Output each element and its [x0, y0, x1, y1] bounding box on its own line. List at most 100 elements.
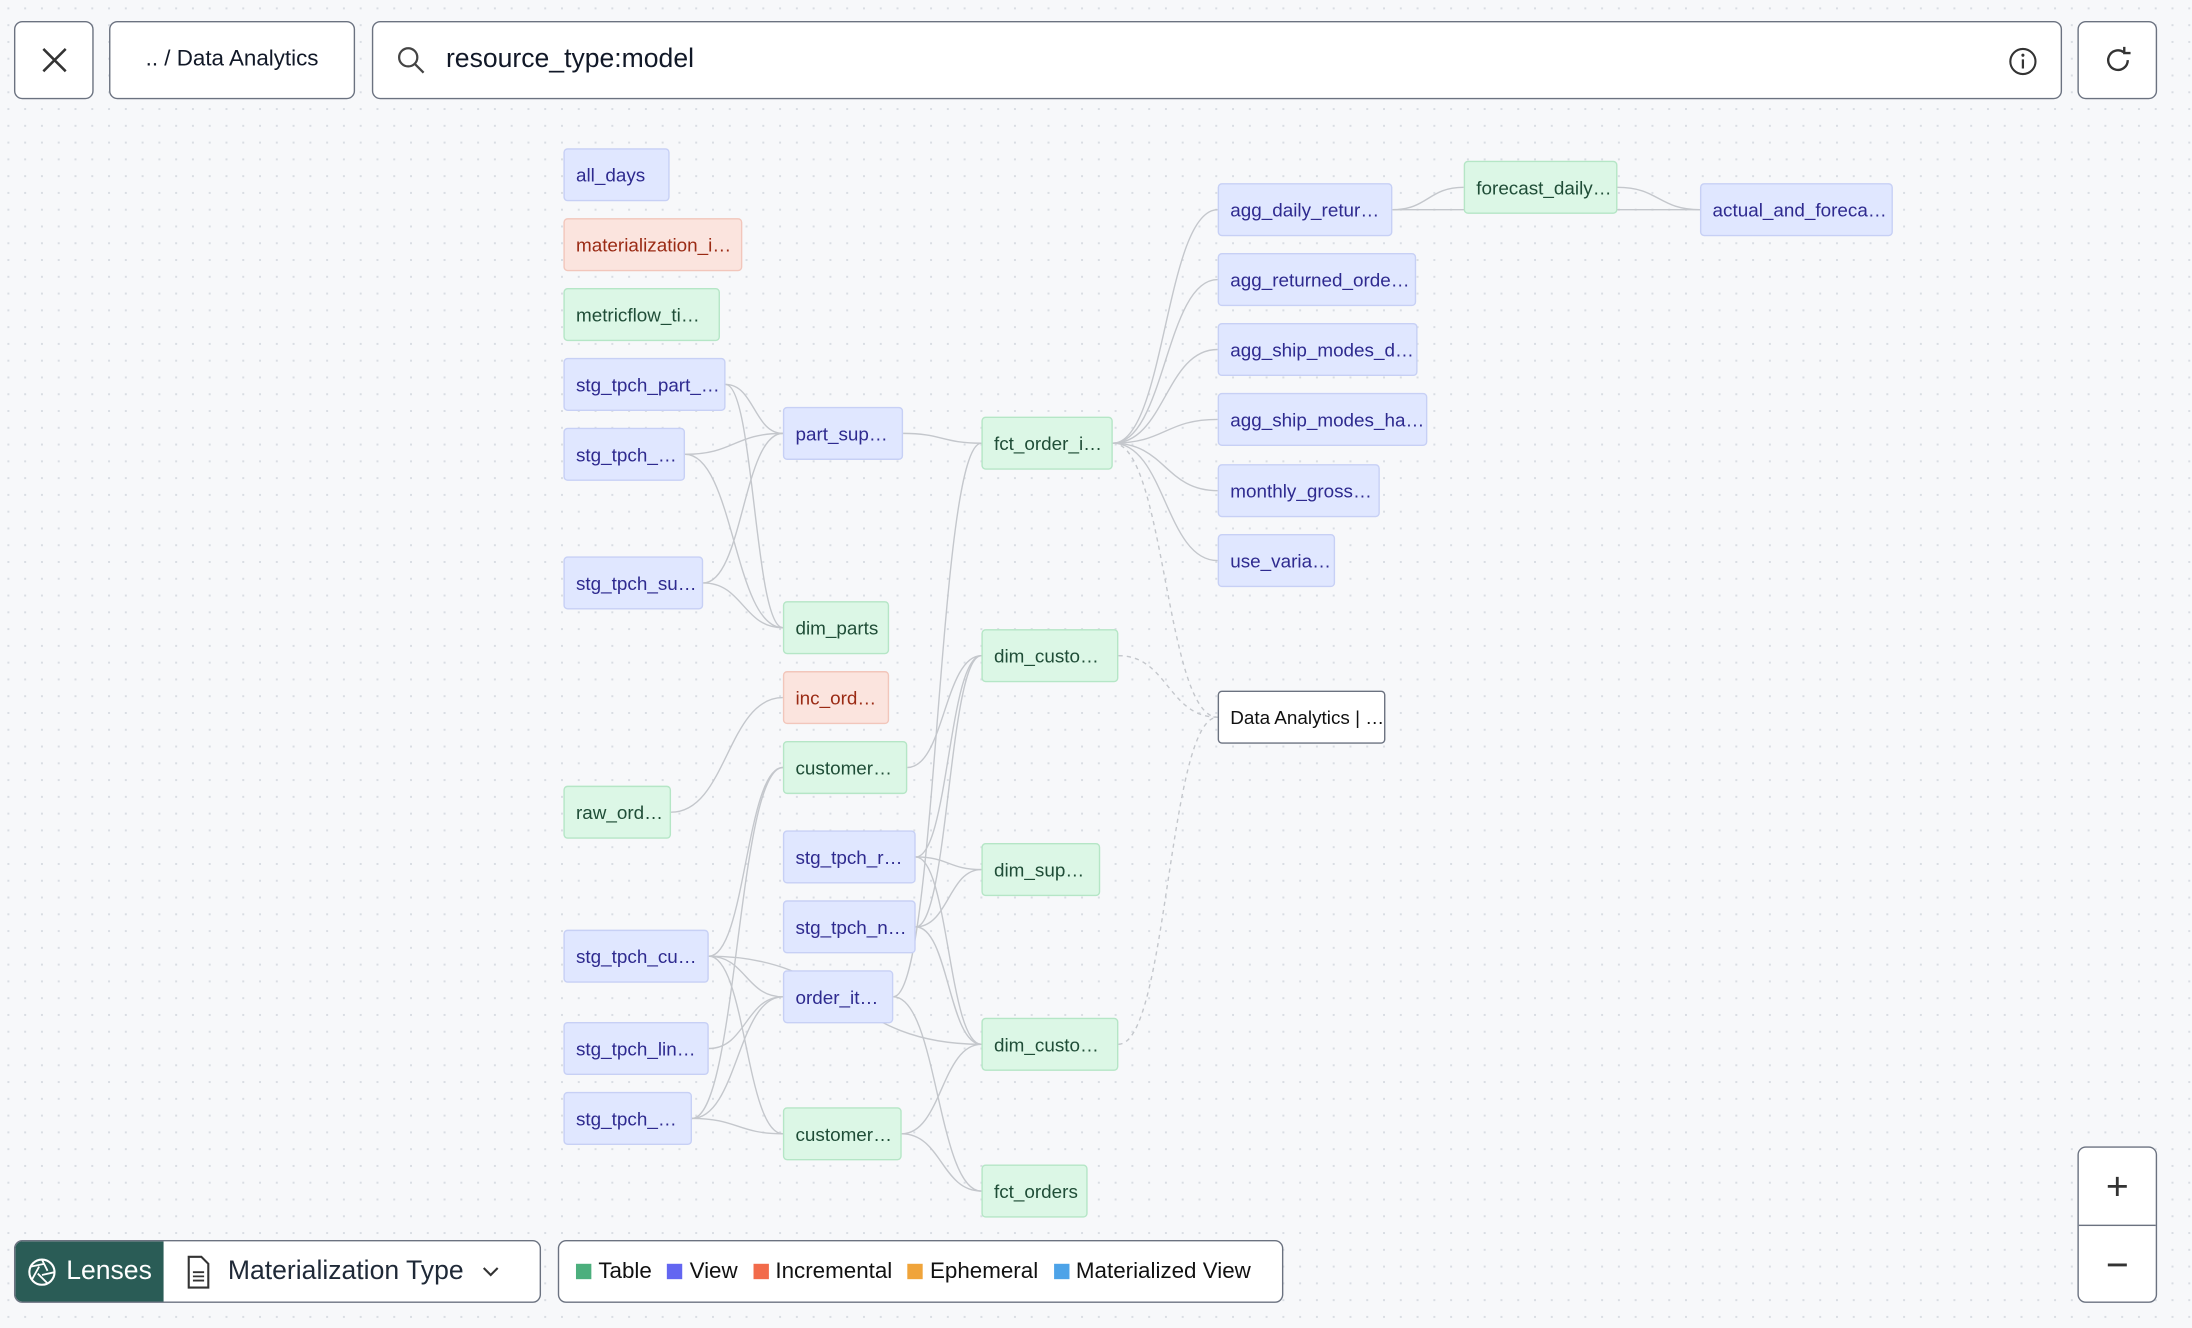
model-node[interactable]: stg_tpch_lin…: [563, 1021, 709, 1076]
lineage-edge: [1112, 278, 1218, 444]
close-icon: [41, 48, 66, 73]
lineage-edge: [703, 432, 783, 584]
model-node[interactable]: stg_tpch_cu…: [563, 929, 709, 983]
aperture-icon: [28, 1257, 57, 1286]
refresh-icon: [2106, 46, 2130, 72]
lenses-label: Lenses: [66, 1256, 152, 1286]
lineage-edge: [1112, 442, 1218, 492]
lineage-edge: [1112, 348, 1218, 444]
lineage-edge: [901, 1043, 982, 1135]
lineage-edge: [1392, 186, 1464, 211]
lineage-edge: [692, 1117, 783, 1135]
lineage-edge: [915, 926, 982, 1046]
model-node[interactable]: all_days: [563, 148, 670, 202]
model-node[interactable]: dim_parts: [782, 601, 890, 655]
legend-swatch: [907, 1263, 924, 1280]
zoom-out-button[interactable]: −: [2079, 1226, 2156, 1303]
model-node[interactable]: order_it…: [782, 970, 894, 1024]
lineage-edge: [708, 955, 783, 1135]
model-node[interactable]: stg_tpch_n…: [782, 900, 916, 954]
lineage-edge: [685, 432, 783, 456]
materialization-legend: Table View Incremental Ephemeral Materialize…: [557, 1240, 1284, 1303]
legend-swatch: [575, 1263, 592, 1280]
model-node[interactable]: fct_order_i…: [981, 416, 1113, 470]
lineage-edge: [1617, 186, 1700, 211]
zoom-in-button[interactable]: +: [2078, 1148, 2156, 1227]
breadcrumb-text: .. / Data Analytics: [145, 47, 319, 72]
search-icon: [398, 47, 425, 74]
refresh-button[interactable]: [2077, 20, 2158, 100]
lineage-edge: [915, 856, 982, 1046]
model-node[interactable]: dim_sup…: [981, 842, 1101, 897]
model-node[interactable]: stg_tpch_…: [563, 427, 686, 481]
model-node[interactable]: stg_tpch_su…: [563, 556, 704, 610]
legend-label: Ephemeral: [929, 1258, 1039, 1283]
close-button[interactable]: [13, 20, 94, 100]
lineage-edge: [1112, 442, 1218, 718]
legend-swatch: [753, 1263, 769, 1280]
model-node[interactable]: stg_tpch_part_…: [563, 357, 726, 412]
legend-label: Materialized View: [1075, 1258, 1251, 1283]
legend-item: Ephemeral: [907, 1258, 1039, 1284]
lineage-edge: [1118, 716, 1218, 1046]
lineage-edge: [915, 868, 982, 928]
lineage-edge: [671, 696, 783, 813]
search-input[interactable]: resource_type:model: [371, 20, 2063, 100]
chevron-down-icon: [482, 1266, 498, 1276]
model-node[interactable]: forecast_daily…: [1463, 160, 1618, 214]
lineage-edge: [708, 955, 783, 998]
model-node[interactable]: materialization_i…: [563, 218, 743, 272]
lineage-edge: [901, 1133, 982, 1192]
lineage-edge: [708, 766, 783, 957]
lens-select[interactable]: Materialization Type: [164, 1241, 540, 1301]
lenses-button[interactable]: Lenses: [15, 1241, 164, 1302]
lineage-edge: [915, 856, 982, 871]
model-node[interactable]: part_sup…: [782, 406, 904, 460]
lineage-edge: [907, 654, 982, 769]
lineage-edge: [1112, 442, 1218, 562]
model-node[interactable]: agg_returned_orde…: [1217, 253, 1417, 307]
lens-selected-value: Materialization Type: [227, 1256, 464, 1286]
model-node[interactable]: dim_custo…: [981, 1017, 1119, 1071]
model-node[interactable]: dim_custo…: [981, 629, 1119, 683]
model-node[interactable]: stg_tpch_r…: [782, 830, 916, 884]
model-node[interactable]: actual_and_foreca…: [1699, 183, 1893, 237]
legend-item: View: [667, 1258, 738, 1284]
exposure-node[interactable]: Data Analytics | …: [1217, 690, 1386, 744]
lineage-edge: [725, 383, 784, 629]
search-query: resource_type:model: [445, 44, 695, 75]
model-node[interactable]: stg_tpch_…: [563, 1091, 693, 1145]
model-node[interactable]: inc_ord…: [782, 671, 890, 725]
lineage-edge: [703, 582, 783, 629]
model-node[interactable]: agg_ship_modes_d…: [1217, 322, 1418, 377]
lenses-control: Lenses Materialization Type: [13, 1240, 542, 1303]
breadcrumb[interactable]: .. / Data Analytics: [109, 20, 356, 100]
lineage-edge: [1112, 418, 1218, 444]
lineage-edge: [903, 432, 982, 444]
legend-label: View: [689, 1258, 738, 1283]
model-node[interactable]: metricflow_ti…: [563, 287, 720, 342]
legend-label: Incremental: [775, 1258, 893, 1283]
minus-icon: −: [2105, 1242, 2129, 1286]
model-node[interactable]: raw_ord…: [563, 785, 672, 839]
legend-swatch: [1053, 1263, 1069, 1280]
legend-swatch: [667, 1263, 683, 1280]
lineage-edge: [915, 654, 982, 928]
document-icon: [187, 1255, 210, 1288]
plus-icon: +: [2105, 1163, 2129, 1208]
model-node[interactable]: customer…: [782, 1107, 902, 1161]
legend-item: Incremental: [753, 1259, 892, 1284]
zoom-controls: + −: [2077, 1146, 2158, 1303]
model-node[interactable]: agg_ship_modes_ha…: [1217, 392, 1428, 446]
lineage-edge: [893, 996, 982, 1192]
legend-item: Table: [575, 1259, 652, 1284]
model-node[interactable]: customer…: [782, 740, 908, 795]
lineage-edge: [708, 996, 783, 1050]
model-node[interactable]: use_varia…: [1217, 534, 1336, 588]
model-node[interactable]: fct_orders: [981, 1164, 1088, 1218]
model-node[interactable]: agg_daily_retur…: [1217, 183, 1393, 237]
model-node[interactable]: monthly_gross…: [1217, 464, 1380, 518]
info-icon[interactable]: [2008, 46, 2039, 77]
lineage-edge: [1118, 654, 1218, 718]
